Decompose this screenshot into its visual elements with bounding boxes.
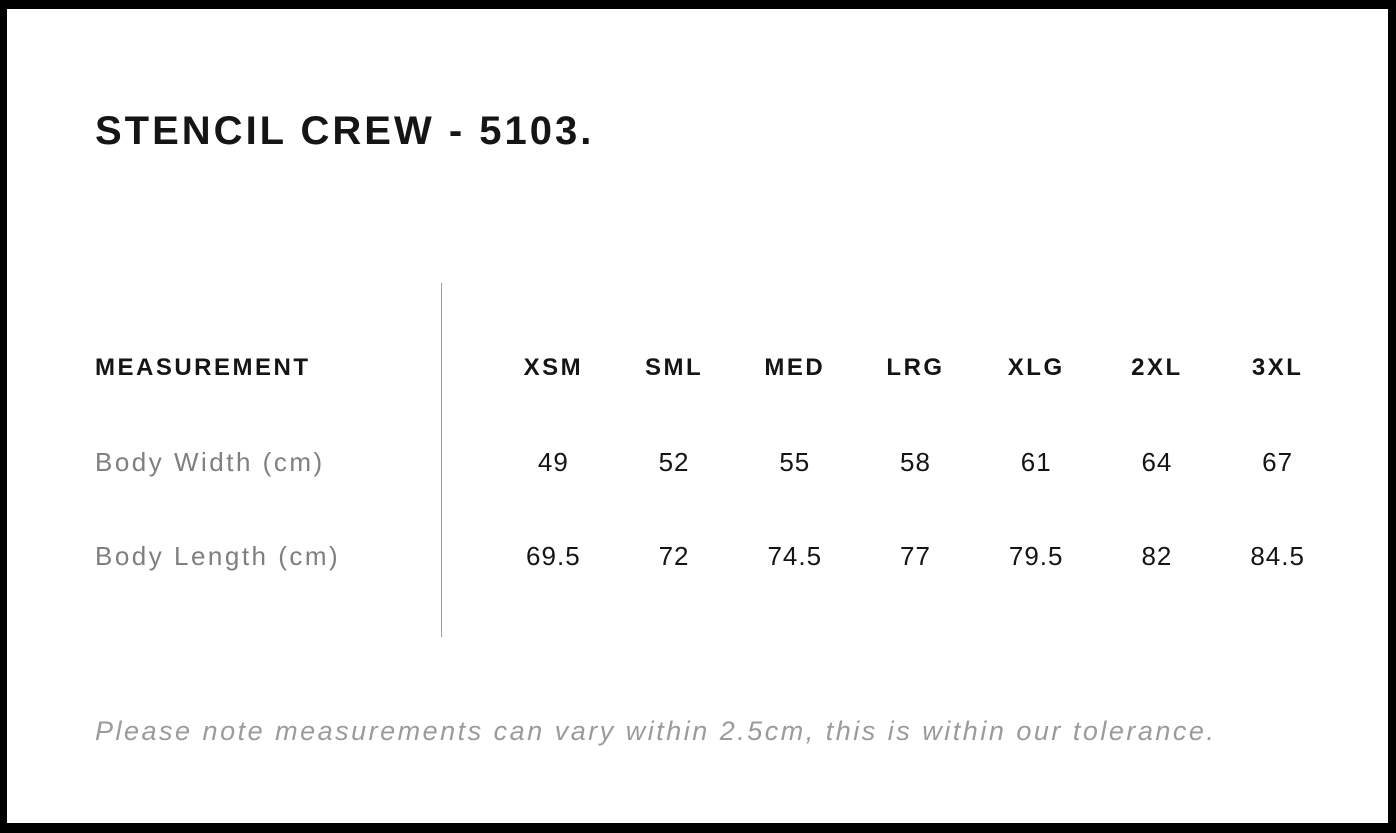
page-title: STENCIL CREW - 5103.	[95, 109, 595, 153]
body-length-med: 74.5	[767, 540, 823, 571]
size-chart-table: MEASUREMENT XSM SML MED LRG XLG 2XL 3XL …	[95, 321, 1338, 603]
column-header-xsm: XSM	[523, 354, 584, 381]
column-header-sml: SML	[644, 354, 704, 381]
body-width-sml: 52	[658, 446, 690, 477]
column-header-3xl: 3XL	[1251, 354, 1304, 381]
body-width-xlg: 61	[1020, 446, 1052, 477]
body-width-med: 55	[779, 446, 811, 477]
body-length-xlg: 79.5	[1008, 540, 1064, 571]
body-length-3xl: 84.5	[1250, 540, 1305, 571]
row-label-body-length: Body Length (cm)	[95, 540, 341, 571]
tolerance-note: Please note measurements can vary within…	[95, 716, 1217, 746]
column-header-xlg: XLG	[1007, 354, 1065, 381]
body-length-sml: 72	[658, 540, 690, 571]
column-header-lrg: LRG	[886, 354, 945, 381]
column-header-2xl: 2XL	[1131, 354, 1183, 381]
body-width-2xl: 64	[1141, 446, 1173, 477]
table-divider-line	[441, 283, 442, 637]
column-header-med: MED	[764, 354, 826, 381]
body-width-lrg: 58	[900, 446, 931, 477]
row-label-body-width: Body Width (cm)	[95, 446, 325, 477]
body-length-lrg: 77	[900, 540, 931, 571]
column-header-measurement: MEASUREMENT	[95, 354, 311, 381]
body-width-3xl: 67	[1262, 446, 1294, 477]
body-length-2xl: 82	[1141, 540, 1173, 571]
body-width-xsm: 49	[537, 446, 569, 477]
body-length-xsm: 69.5	[526, 540, 581, 571]
